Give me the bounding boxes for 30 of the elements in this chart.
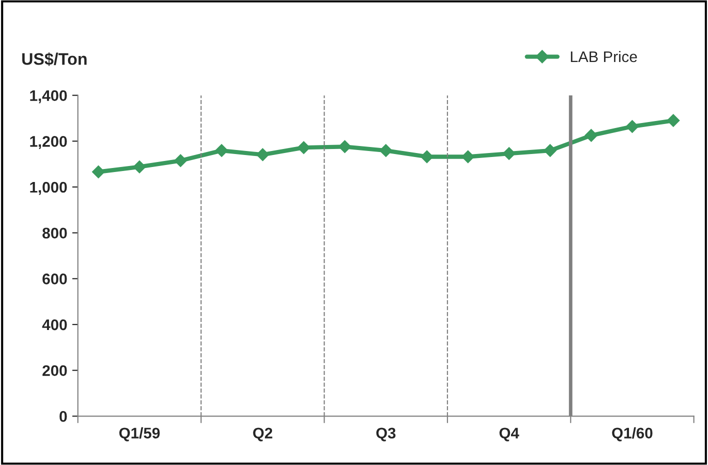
point [420, 150, 434, 164]
y-tick-label: 1,000 [30, 182, 67, 195]
point [502, 147, 516, 160]
x-tick-label: Q2 [253, 428, 272, 442]
point [544, 144, 557, 157]
point [174, 154, 187, 168]
point [133, 160, 146, 174]
point [626, 120, 639, 133]
y-axis-title: US$/Ton [22, 52, 87, 66]
point [92, 165, 105, 178]
y-tick-label: 600 [42, 274, 67, 284]
y-tick-label: 0 [60, 411, 67, 422]
y-tick-label: 200 [42, 365, 67, 376]
y-tick-label: 400 [42, 319, 67, 330]
x-tick-label: Q1/60 [612, 427, 652, 442]
point [462, 150, 474, 164]
y-tick-label: 1,200 [30, 136, 67, 150]
x-tick-label: Q1/59 [119, 427, 160, 442]
point [379, 144, 392, 157]
point [256, 148, 270, 162]
point [584, 129, 598, 142]
point [338, 140, 352, 154]
point [215, 144, 228, 157]
y-tick-label: 1,400 [30, 90, 67, 104]
point [666, 114, 680, 127]
x-tick-label: Q4 [499, 428, 520, 442]
y-tick-label: 800 [42, 228, 67, 239]
point [297, 141, 310, 154]
x-tick-label: Q3 [376, 428, 396, 442]
legend-label: LAB Price [570, 50, 637, 62]
